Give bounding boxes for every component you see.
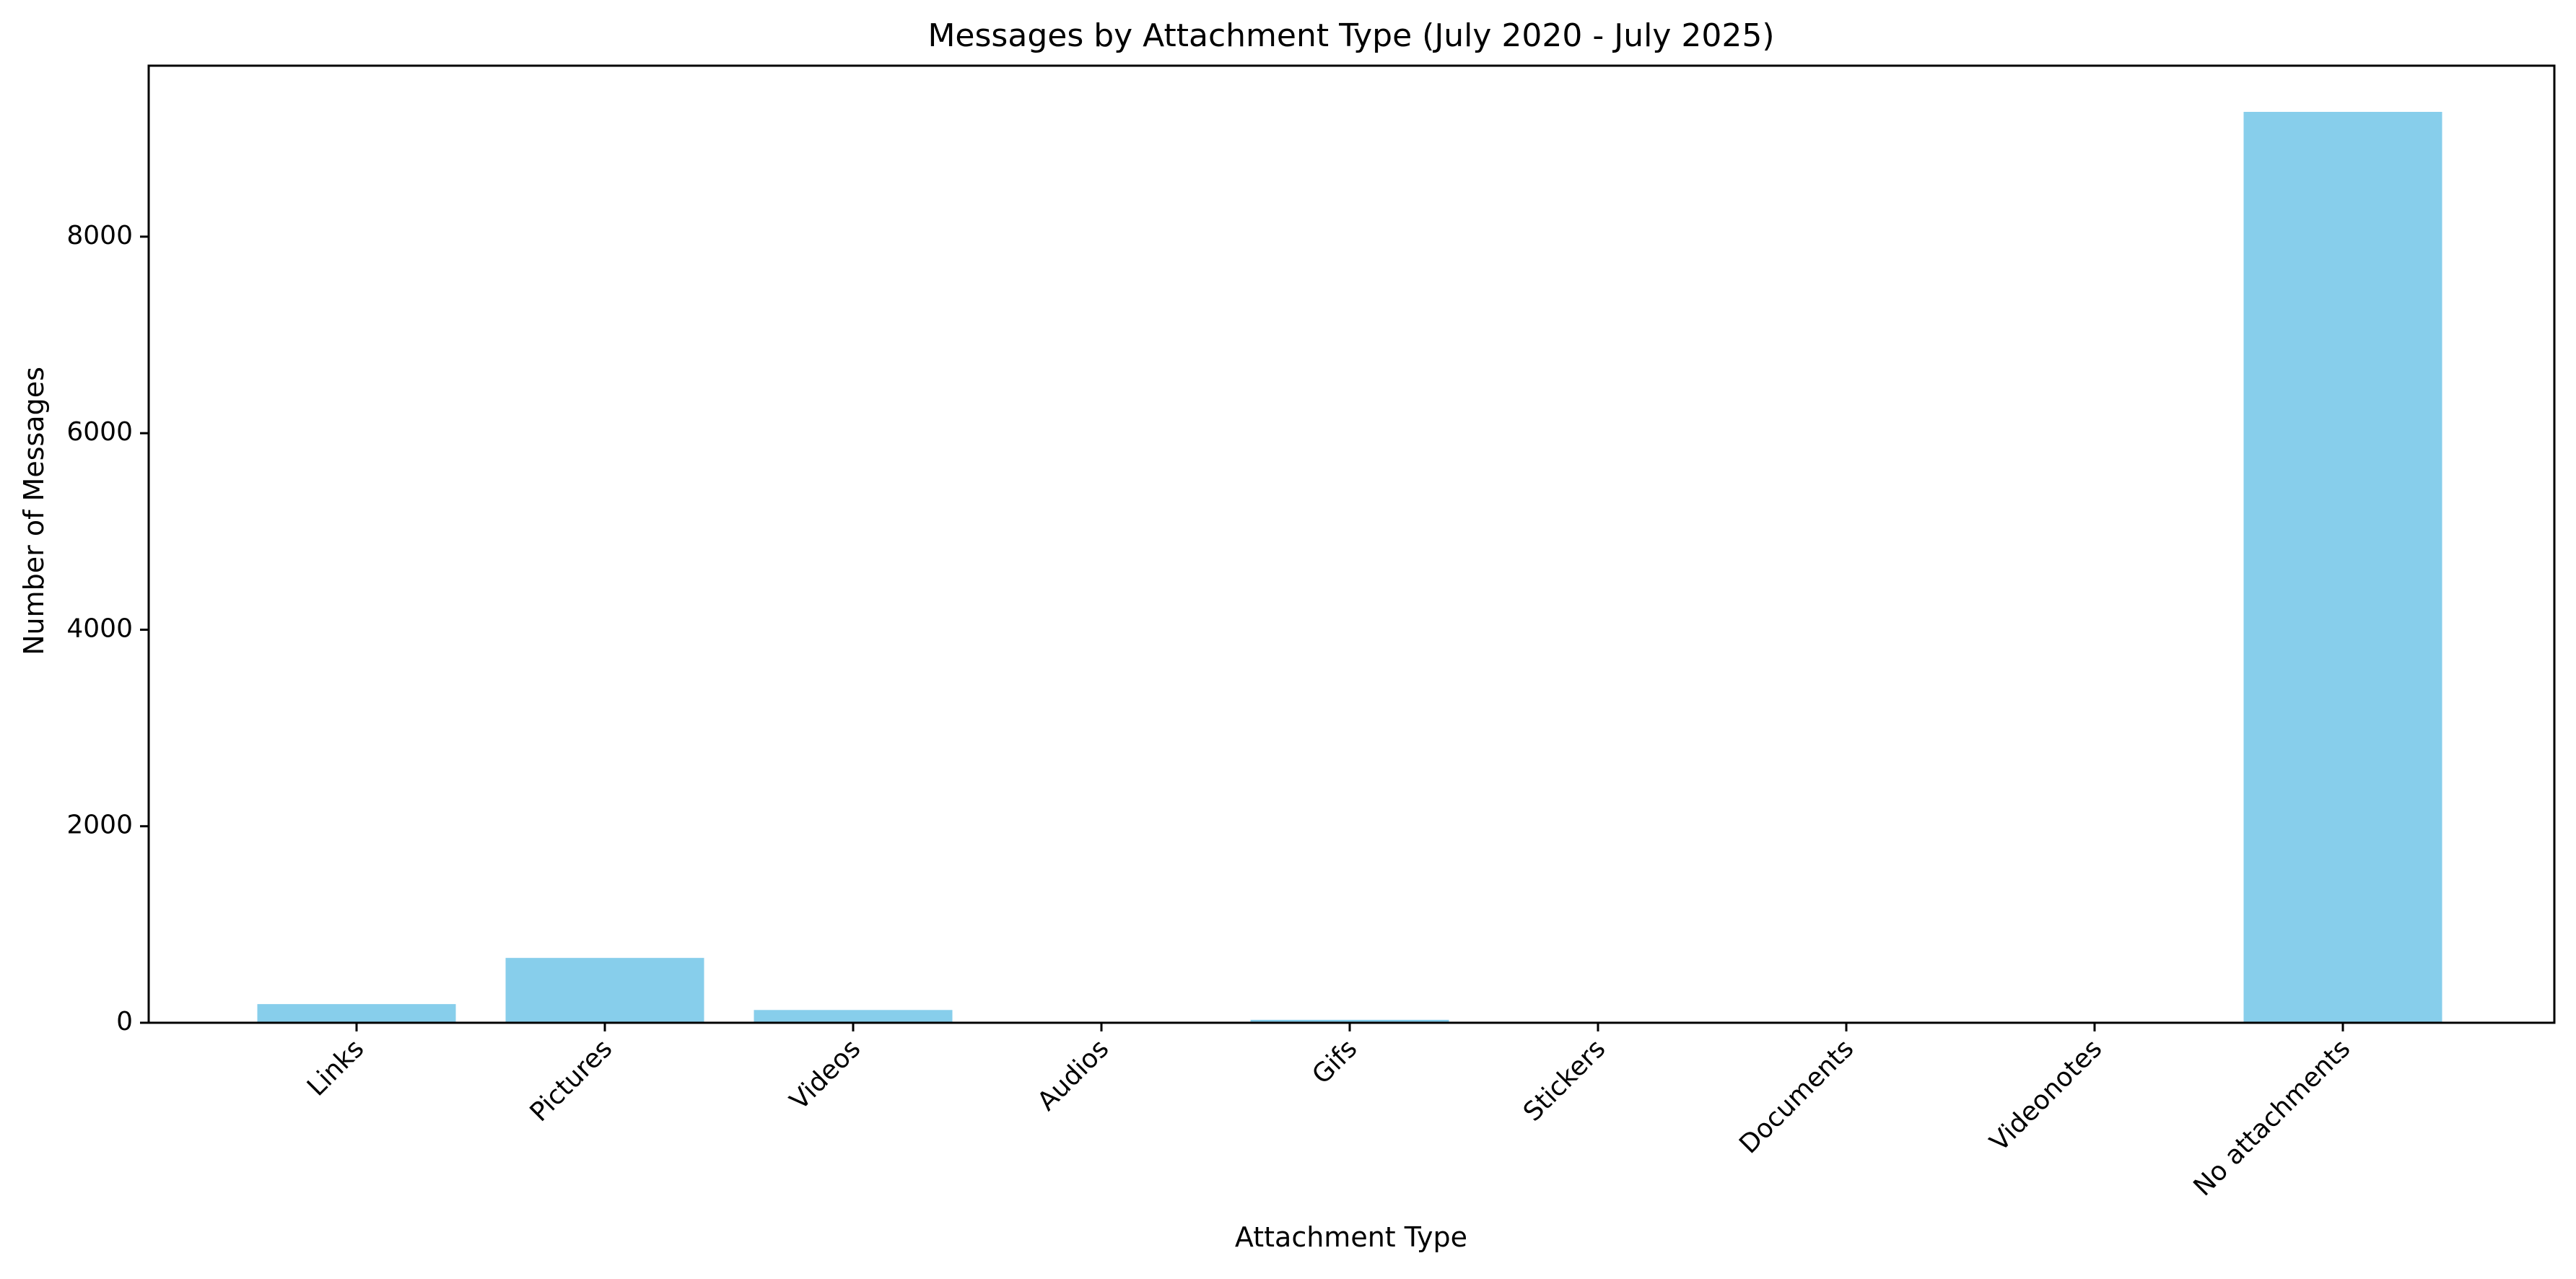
y-tick-label: 4000 [66,614,133,643]
y-tick-label: 2000 [66,811,133,840]
bar-links [257,1004,456,1023]
y-axis-label: Number of Messages [18,367,50,655]
bar-no-attachments [2243,111,2442,1023]
chart-title: Messages by Attachment Type (July 2020 -… [927,17,1774,54]
x-axis-label: Attachment Type [1235,1221,1467,1253]
bar-gifs [1250,1019,1449,1023]
y-ticks-layer: 0 2000 4000 6000 8000 [66,221,149,1036]
plot-frame [147,64,2556,1024]
bars-layer [257,111,2442,1023]
y-tick-label: 0 [116,1007,133,1036]
bar-pictures [505,958,704,1023]
bar-videos [754,1010,953,1023]
y-tick-label: 6000 [66,417,133,447]
y-tick-label: 8000 [66,221,133,250]
